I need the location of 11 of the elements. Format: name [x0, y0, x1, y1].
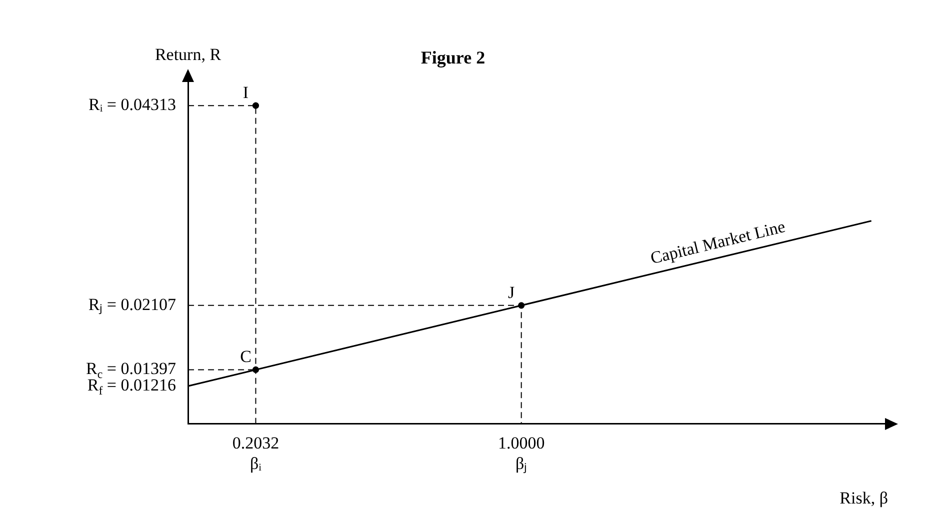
y-tick-label: Rᵢ = 0.04313 [88, 95, 176, 114]
y-tick-label: Rⱼ = 0.02107 [88, 294, 176, 315]
x-axis-title: Risk, β [840, 488, 888, 508]
x-tick-label: 1.0000 βⱼ [498, 433, 545, 474]
chart-title: Figure 2 [420, 47, 486, 68]
annotation: J [508, 282, 516, 302]
annotation: Capital Market Line [648, 216, 788, 268]
annotation: C [240, 347, 252, 366]
y-axis-title: Return, R [154, 45, 222, 64]
x-tick-label: 0.2032 βᵢ [232, 433, 280, 473]
annotation: I [242, 83, 249, 102]
